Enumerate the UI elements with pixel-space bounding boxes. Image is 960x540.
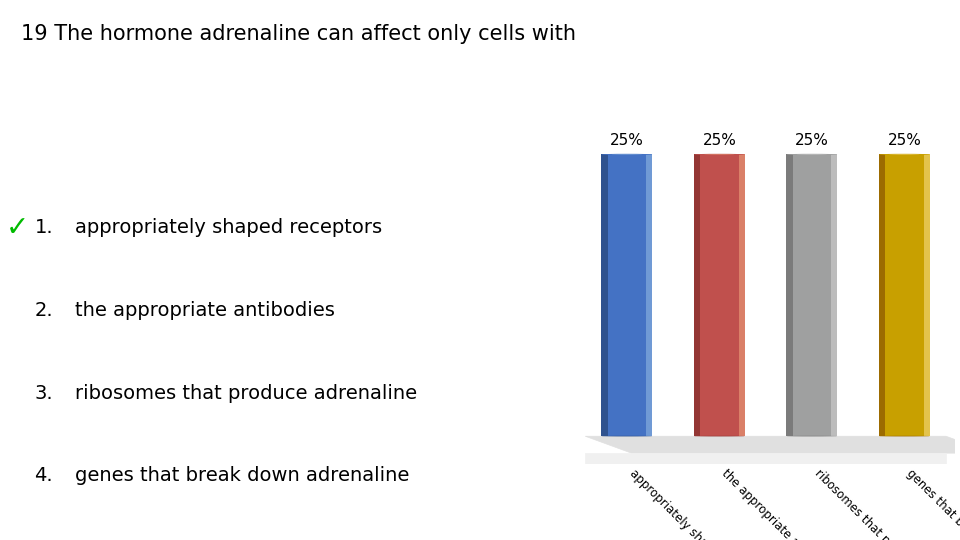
Bar [924, 154, 930, 436]
Ellipse shape [879, 436, 930, 437]
Ellipse shape [601, 154, 652, 155]
Ellipse shape [889, 154, 920, 155]
Ellipse shape [879, 154, 930, 155]
Bar [601, 154, 652, 436]
Text: 25%: 25% [610, 133, 644, 148]
Bar [646, 154, 652, 436]
Bar [786, 154, 793, 436]
Text: ribosomes that produce adrenaline: ribosomes that produce adrenaline [75, 383, 417, 403]
Text: 25%: 25% [703, 133, 736, 148]
Bar [694, 154, 700, 436]
Polygon shape [586, 453, 946, 464]
Text: appropriately shaped receptors: appropriately shaped receptors [75, 218, 382, 238]
Text: 3.: 3. [35, 383, 53, 403]
Ellipse shape [786, 154, 837, 155]
Ellipse shape [612, 154, 642, 155]
Text: 4.: 4. [35, 466, 53, 485]
Bar [601, 154, 608, 436]
Ellipse shape [786, 436, 837, 437]
Bar [786, 154, 837, 436]
Text: 25%: 25% [795, 133, 828, 148]
Ellipse shape [704, 154, 734, 155]
Ellipse shape [601, 436, 652, 437]
Polygon shape [586, 436, 960, 453]
Text: 25%: 25% [887, 133, 922, 148]
Ellipse shape [797, 154, 828, 155]
Text: 2.: 2. [35, 301, 53, 320]
Bar [879, 154, 930, 436]
Bar [831, 154, 837, 436]
Text: 1.: 1. [35, 218, 53, 238]
Ellipse shape [694, 154, 745, 155]
Bar [879, 154, 885, 436]
Bar [738, 154, 745, 436]
Bar [694, 154, 745, 436]
Ellipse shape [694, 436, 745, 437]
Text: genes that break down adrenaline: genes that break down adrenaline [75, 466, 409, 485]
Text: ✓: ✓ [6, 214, 29, 242]
Text: the appropriate antibodies: the appropriate antibodies [75, 301, 335, 320]
Text: 19 The hormone adrenaline can affect only cells with: 19 The hormone adrenaline can affect onl… [21, 24, 576, 44]
